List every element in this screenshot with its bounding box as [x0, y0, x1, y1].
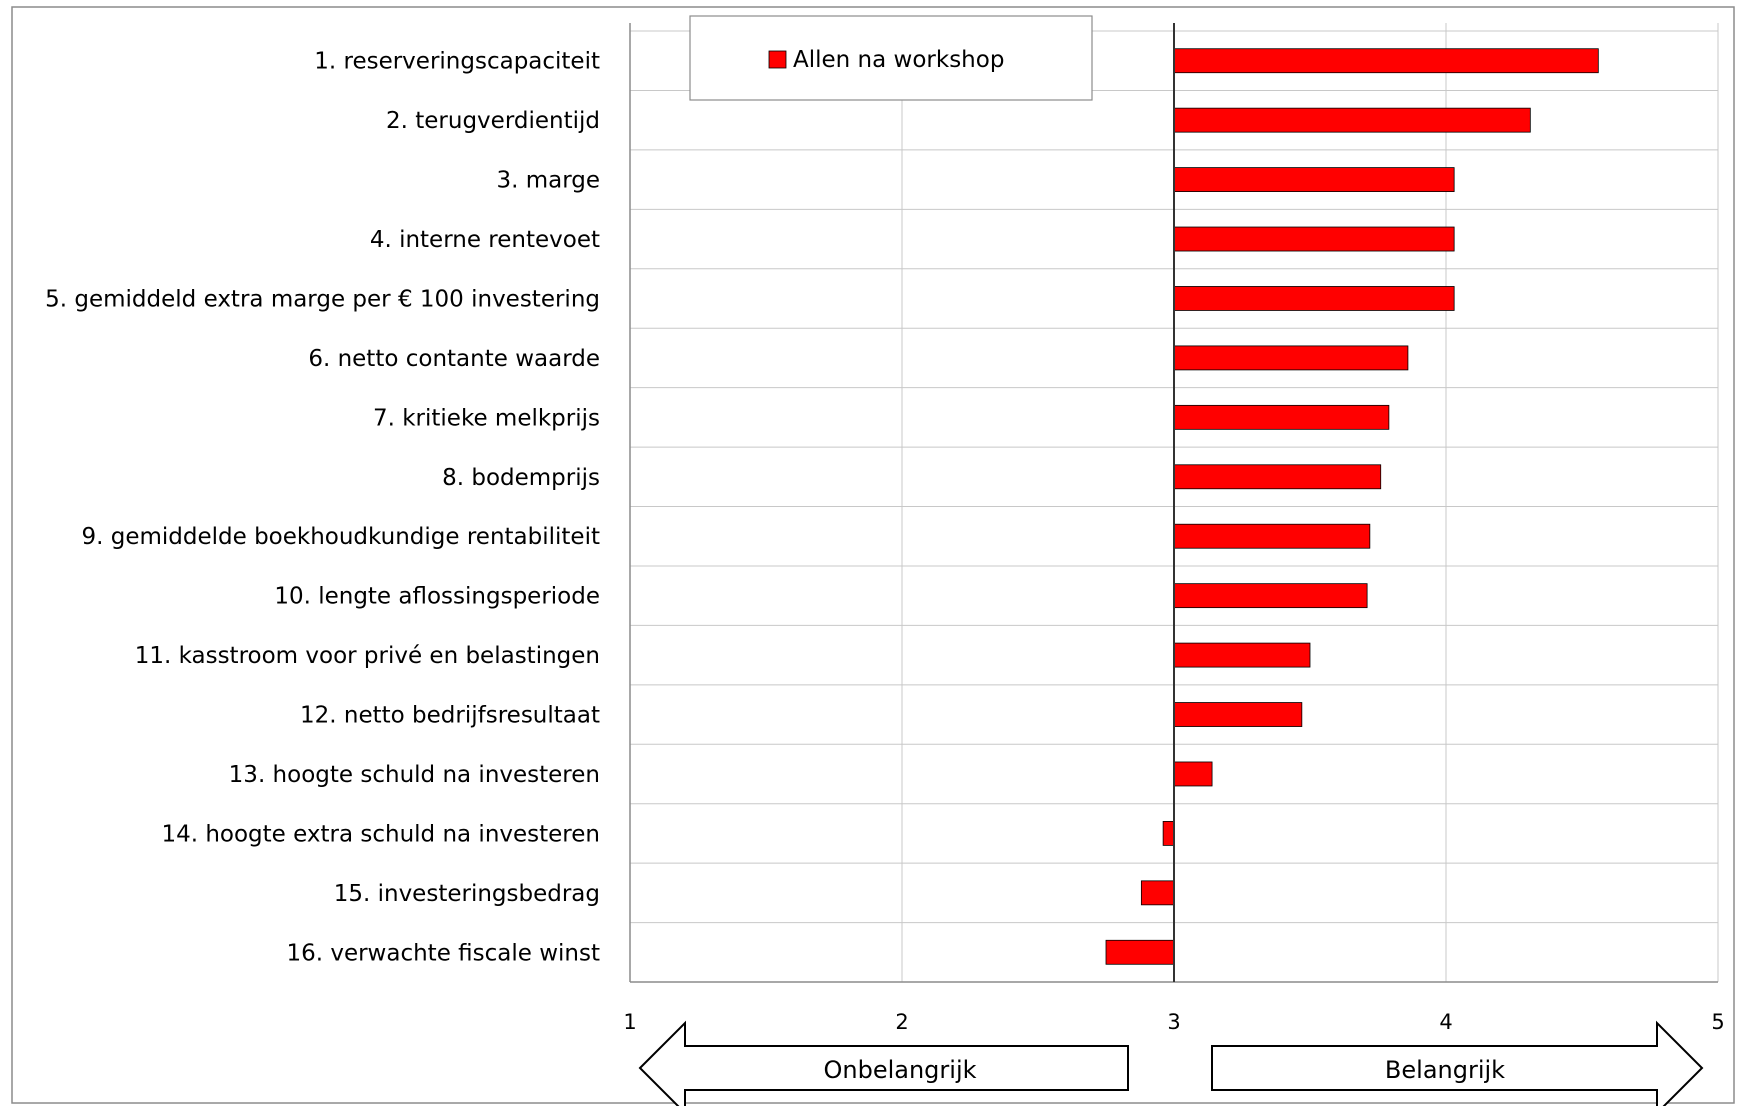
category-label: 3. marge [496, 168, 600, 194]
bar [1105, 939, 1175, 965]
legend: Allen na workshop [689, 15, 1093, 101]
category-label: 7. kritieke melkprijs [373, 405, 600, 431]
right-arrow-label: Belangrijk [1385, 1056, 1505, 1084]
right-arrow [1211, 1020, 1704, 1106]
bar [1173, 345, 1409, 371]
bar [1173, 226, 1455, 252]
bar [1140, 880, 1175, 906]
category-label: 10. lengte aflossingsperiode [274, 584, 600, 610]
category-label: 1. reserveringscapaciteit [314, 49, 600, 75]
category-label: 4. interne rentevoet [370, 227, 600, 253]
category-label: 14. hoogte extra schuld na investeren [161, 821, 600, 847]
category-label: 8. bodemprijs [442, 465, 600, 491]
bar [1173, 48, 1599, 74]
left-arrow [638, 1020, 1129, 1106]
category-label: 5. gemiddeld extra marge per € 100 inves… [45, 286, 600, 312]
importance-arrows: Onbelangrijk Belangrijk [638, 1020, 1704, 1106]
legend-box [689, 15, 1093, 101]
category-label: 11. kasstroom voor privé en belastingen [135, 643, 600, 669]
bars [1105, 23, 1599, 982]
legend-swatch [768, 50, 787, 69]
x-tick-label: 1 [623, 1010, 636, 1034]
x-tick-labels: 1 2 3 4 5 [623, 1010, 1724, 1034]
bar [1173, 583, 1368, 609]
x-tick-label: 4 [1439, 1010, 1452, 1034]
bar [1173, 702, 1303, 727]
chart-frame [11, 6, 1735, 1104]
x-tick-label: 3 [1167, 1010, 1180, 1034]
x-tick-label: 2 [895, 1010, 908, 1034]
bar [1173, 464, 1382, 490]
legend-label: Allen na workshop [793, 47, 1004, 73]
bar [1173, 642, 1311, 668]
category-label: 6. netto contante waarde [308, 346, 600, 372]
category-label: 9. gemiddelde boekhoudkundige rentabilit… [81, 524, 600, 550]
bar [1173, 523, 1371, 549]
bar [1173, 107, 1531, 133]
category-label: 12. netto bedrijfsresultaat [300, 703, 600, 729]
bar [1173, 761, 1213, 787]
bar [1173, 404, 1390, 430]
bar [1162, 821, 1175, 846]
bar [1173, 286, 1455, 311]
x-tick-label: 5 [1711, 1010, 1724, 1034]
category-labels: 1. reserveringscapaciteit 2. terugverdien… [45, 49, 600, 967]
category-label: 16. verwachte fiscale winst [286, 940, 600, 966]
bar [1173, 167, 1455, 192]
category-label: 15. investeringsbedrag [334, 881, 600, 907]
left-arrow-label: Onbelangrijk [823, 1056, 976, 1084]
category-label: 2. terugverdientijd [386, 108, 600, 134]
category-label: 13. hoogte schuld na investeren [229, 762, 600, 788]
